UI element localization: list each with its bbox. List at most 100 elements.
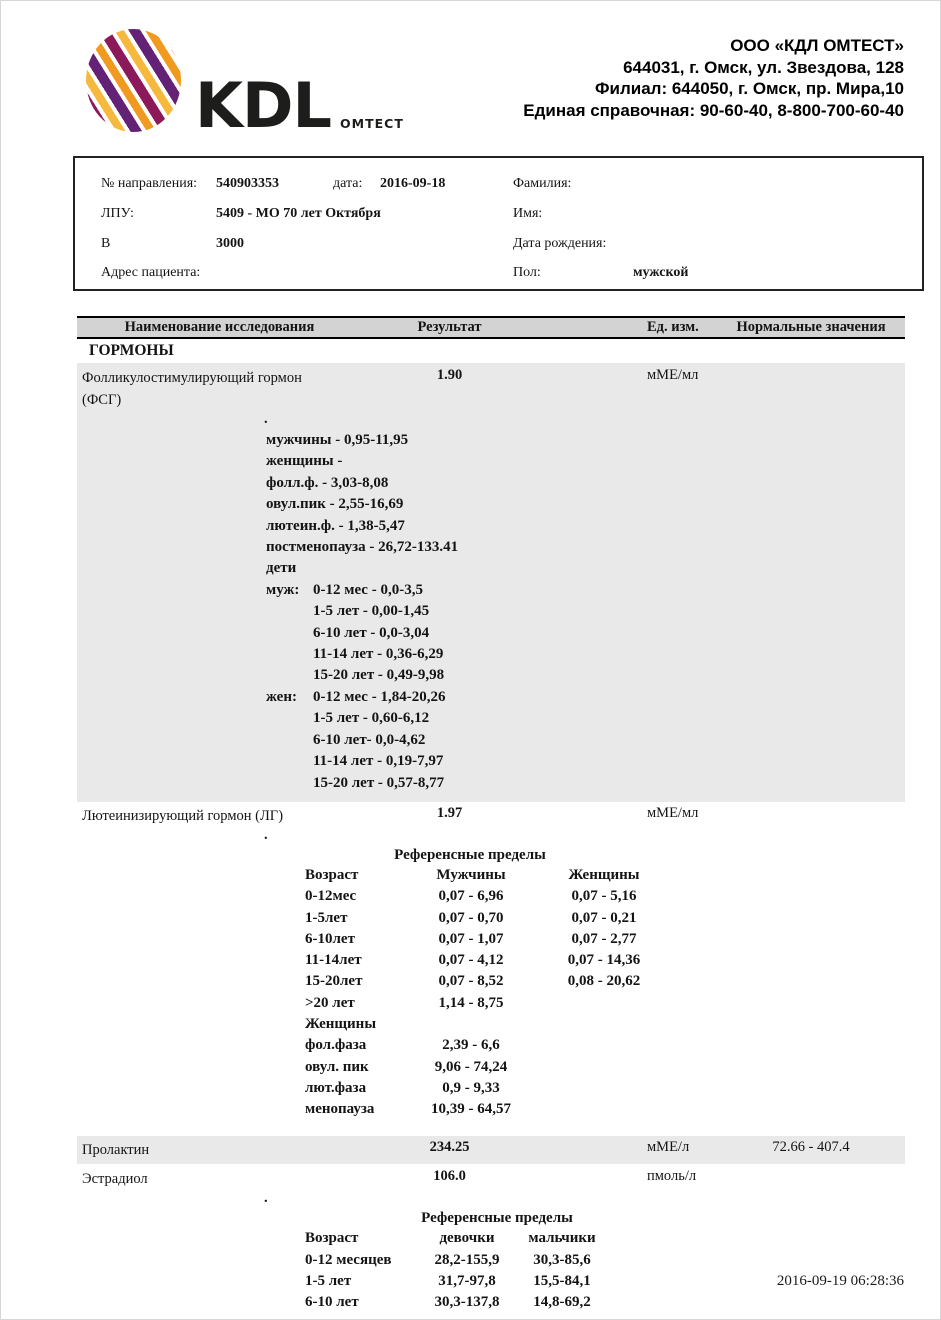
results-table-header: Наименование исследования Результат Ед. … [77, 316, 905, 339]
fsh-ref-female-label: жен: [266, 688, 297, 705]
lh-ref-row: Женщины [305, 1015, 377, 1032]
lh-ref-row: 1-5лет 0,07 - 0,70 0,07 - 0,21 [305, 909, 637, 926]
test-row-fsh: Фолликулостимулирующий гормон (ФСГ) 1.90… [77, 367, 905, 411]
patient-row-b: В 3000 Дата рождения: [101, 229, 922, 259]
surname-label: Фамилия: [513, 176, 572, 191]
birthdate-label: Дата рождения: [513, 236, 607, 251]
header-units: Ед. изм. [647, 319, 699, 335]
company-name: ООО «КДЛ ОМТЕСТ» [730, 36, 904, 55]
results-table: Наименование исследования Результат Ед. … [77, 316, 905, 1314]
fsh-ref-line: постменопауза - 26,72-133.41 [266, 539, 459, 556]
lh-ref-row: 6-10лет 0,07 - 1,07 0,07 - 2,77 [305, 930, 637, 947]
test-row-estradiol: Эстрадиол 106.0 пмоль/л [77, 1164, 905, 1190]
lpu-label: ЛПУ: [101, 206, 134, 221]
lh-ref-row: овул. пик 9,06 - 74,24 [305, 1058, 508, 1075]
estradiol-ref-header-row: Возраст девочки мальчики [305, 1228, 905, 1249]
lh-ref-row: фол.фаза 2,39 - 6,6 [305, 1037, 500, 1054]
lh-ref-col-men: Мужчины [436, 866, 506, 883]
kdl-logo: KDL ОМТЕСТ [86, 29, 404, 143]
fsh-ref-line: женщины - [266, 453, 343, 470]
referral-number-value: 540903353 [216, 176, 279, 191]
estradiol-ref-title: Референсные пределы [421, 1210, 573, 1227]
kdl-logo-word: KDL [195, 69, 332, 143]
fsh-result-block: Фолликулостимулирующий гормон (ФСГ) 1.90… [77, 363, 905, 802]
company-phone: Единая справочная: 90-60-40, 8-800-700-6… [523, 100, 904, 120]
estradiol-ref-dot: . [264, 1190, 268, 1207]
fsh-result-value: 1.90 [436, 367, 463, 383]
estradiol-ref-row: 0-12 месяцев 28,2-155,9 30,3-85,6 [305, 1251, 591, 1268]
fsh-ref-female-line: 6-10 лет- 0,0-4,62 [313, 731, 426, 748]
fsh-ref-female-line: 15-20 лет - 0,57-8,77 [313, 774, 445, 791]
fsh-ref-male-line: муж: 0-12 мес - 0,0-3,5 [266, 580, 905, 601]
lh-ref-dot: . [264, 826, 268, 843]
lh-test-name: Лютеинизирующий гормон (ЛГ) [82, 807, 284, 824]
lpu-value: 5409 - МО 70 лет Октября [216, 206, 381, 221]
fsh-ref-line: мужчины - 0,95-11,95 [266, 432, 409, 448]
test-row-lh: Лютеинизирующий гормон (ЛГ) 1.97 мМЕ/мл [77, 802, 905, 827]
kdl-logo-subtitle: ОМТЕСТ [340, 116, 404, 131]
fsh-ref-male-line: 11-14 лет - 0,36-6,29 [313, 646, 444, 663]
fsh-ref-line: дети [266, 560, 297, 577]
patient-address-label: Адрес пациента: [101, 265, 201, 280]
estradiol-result-value: 106.0 [433, 1168, 466, 1185]
patient-row-lpu: ЛПУ: 5409 - МО 70 лет Октября Имя: [101, 199, 922, 229]
fsh-ref-female-line: 1-5 лет - 0,60-6,12 [313, 710, 430, 727]
fsh-ref-line: овул.пик - 2,55-16,69 [266, 496, 404, 513]
firstname-label: Имя: [513, 206, 543, 221]
estradiol-test-name: Эстрадиол [82, 1171, 148, 1188]
prolactin-test-name: Пролактин [82, 1142, 150, 1159]
date-value: 2016-09-18 [380, 176, 446, 191]
estradiol-ref-col-age: Возраст [305, 1230, 359, 1247]
lh-ref-col-women: Женщины [568, 866, 640, 883]
brand-header: KDL ОМТЕСТ ООО «КДЛ ОМТЕСТ» 644031, г. О… [86, 29, 904, 143]
prolactin-normal-values: 72.66 - 407.4 [772, 1139, 850, 1156]
lh-ref-row: менопауза 10,39 - 64,57 [305, 1101, 511, 1118]
estradiol-units: пмоль/л [647, 1168, 697, 1185]
fsh-test-name: Фолликулостимулирующий гормон (ФСГ) [82, 370, 302, 408]
lh-ref-row: >20 лет 1,14 - 8,75 [305, 994, 504, 1011]
patient-row-referral: № направления: 540903353 дата: 2016-09-1… [101, 169, 922, 199]
patient-row-address: Адрес пациента: Пол: мужской [101, 259, 922, 287]
fsh-ref-line: фолл.ф. - 3,03-8,08 [266, 474, 389, 491]
b-label: В [101, 236, 111, 251]
estradiol-ref-row: 6-10 лет 30,3-137,8 14,8-69,2 [305, 1294, 591, 1311]
estradiol-ref-col-girls: девочки [439, 1230, 495, 1247]
company-branch: Филиал: 644050, г. Омск, пр. Мира,10 [594, 79, 904, 98]
fsh-reference-text: мужчины - 0,95-11,95 женщины - фолл.ф. -… [266, 430, 905, 794]
header-test-name: Наименование исследования [124, 319, 315, 335]
b-value: 3000 [216, 236, 244, 251]
kdl-logo-sphere-icon [86, 29, 181, 132]
lh-ref-title: Референсные пределы [394, 846, 546, 863]
fsh-ref-male-line: 1-5 лет - 0,00-1,45 [313, 603, 430, 620]
prolactin-units: мМЕ/л [647, 1139, 690, 1156]
estradiol-reference-table: Возраст девочки мальчики 0-12 месяцев 28… [305, 1228, 905, 1313]
fsh-units: мМЕ/мл [647, 367, 699, 383]
fsh-ref-line: лютеин.ф. - 1,38-5,47 [266, 517, 405, 534]
fsh-ref-male-label: муж: [266, 581, 300, 598]
report-timestamp: 2016-09-19 06:28:36 [776, 1273, 904, 1289]
date-label: дата: [333, 176, 363, 191]
sex-label: Пол: [513, 265, 541, 280]
lh-ref-header-row: Возраст Мужчины Женщины [305, 865, 905, 886]
header-result: Результат [417, 319, 482, 335]
section-title-hormones: ГОРМОНЫ [89, 342, 174, 359]
fsh-ref-female-line: 11-14 лет - 0,19-7,97 [313, 753, 444, 770]
fsh-ref-female-line: жен: 0-12 мес - 1,84-20,26 [266, 687, 905, 708]
lh-ref-col-age: Возраст [305, 866, 359, 883]
lh-result-value: 1.97 [436, 804, 463, 821]
lh-ref-row: 0-12мес 0,07 - 6,96 0,07 - 5,16 [305, 888, 637, 905]
lh-ref-row: лют.фаза 0,9 - 9,33 [305, 1079, 500, 1096]
lh-ref-row: 15-20лет 0,07 - 8,52 0,08 - 20,62 [305, 973, 641, 990]
header-normal-values: Нормальные значения [736, 319, 886, 335]
company-info: ООО «КДЛ ОМТЕСТ» 644031, г. Омск, ул. Зв… [523, 29, 904, 121]
fsh-ref-male-line: 15-20 лет - 0,49-9,98 [313, 667, 445, 684]
company-address: 644031, г. Омск, ул. Звездова, 128 [623, 57, 904, 77]
estradiol-ref-row: 1-5 лет 31,7-97,8 15,5-84,1 [305, 1273, 591, 1290]
fsh-ref-male-line: 6-10 лет - 0,0-3,04 [313, 624, 430, 641]
patient-info-box: № направления: 540903353 дата: 2016-09-1… [73, 156, 924, 291]
lh-units: мМЕ/мл [647, 804, 699, 821]
fsh-ref-dot: . [264, 411, 268, 427]
estradiol-ref-col-boys: мальчики [528, 1230, 596, 1247]
referral-number-label: № направления: [101, 176, 198, 191]
